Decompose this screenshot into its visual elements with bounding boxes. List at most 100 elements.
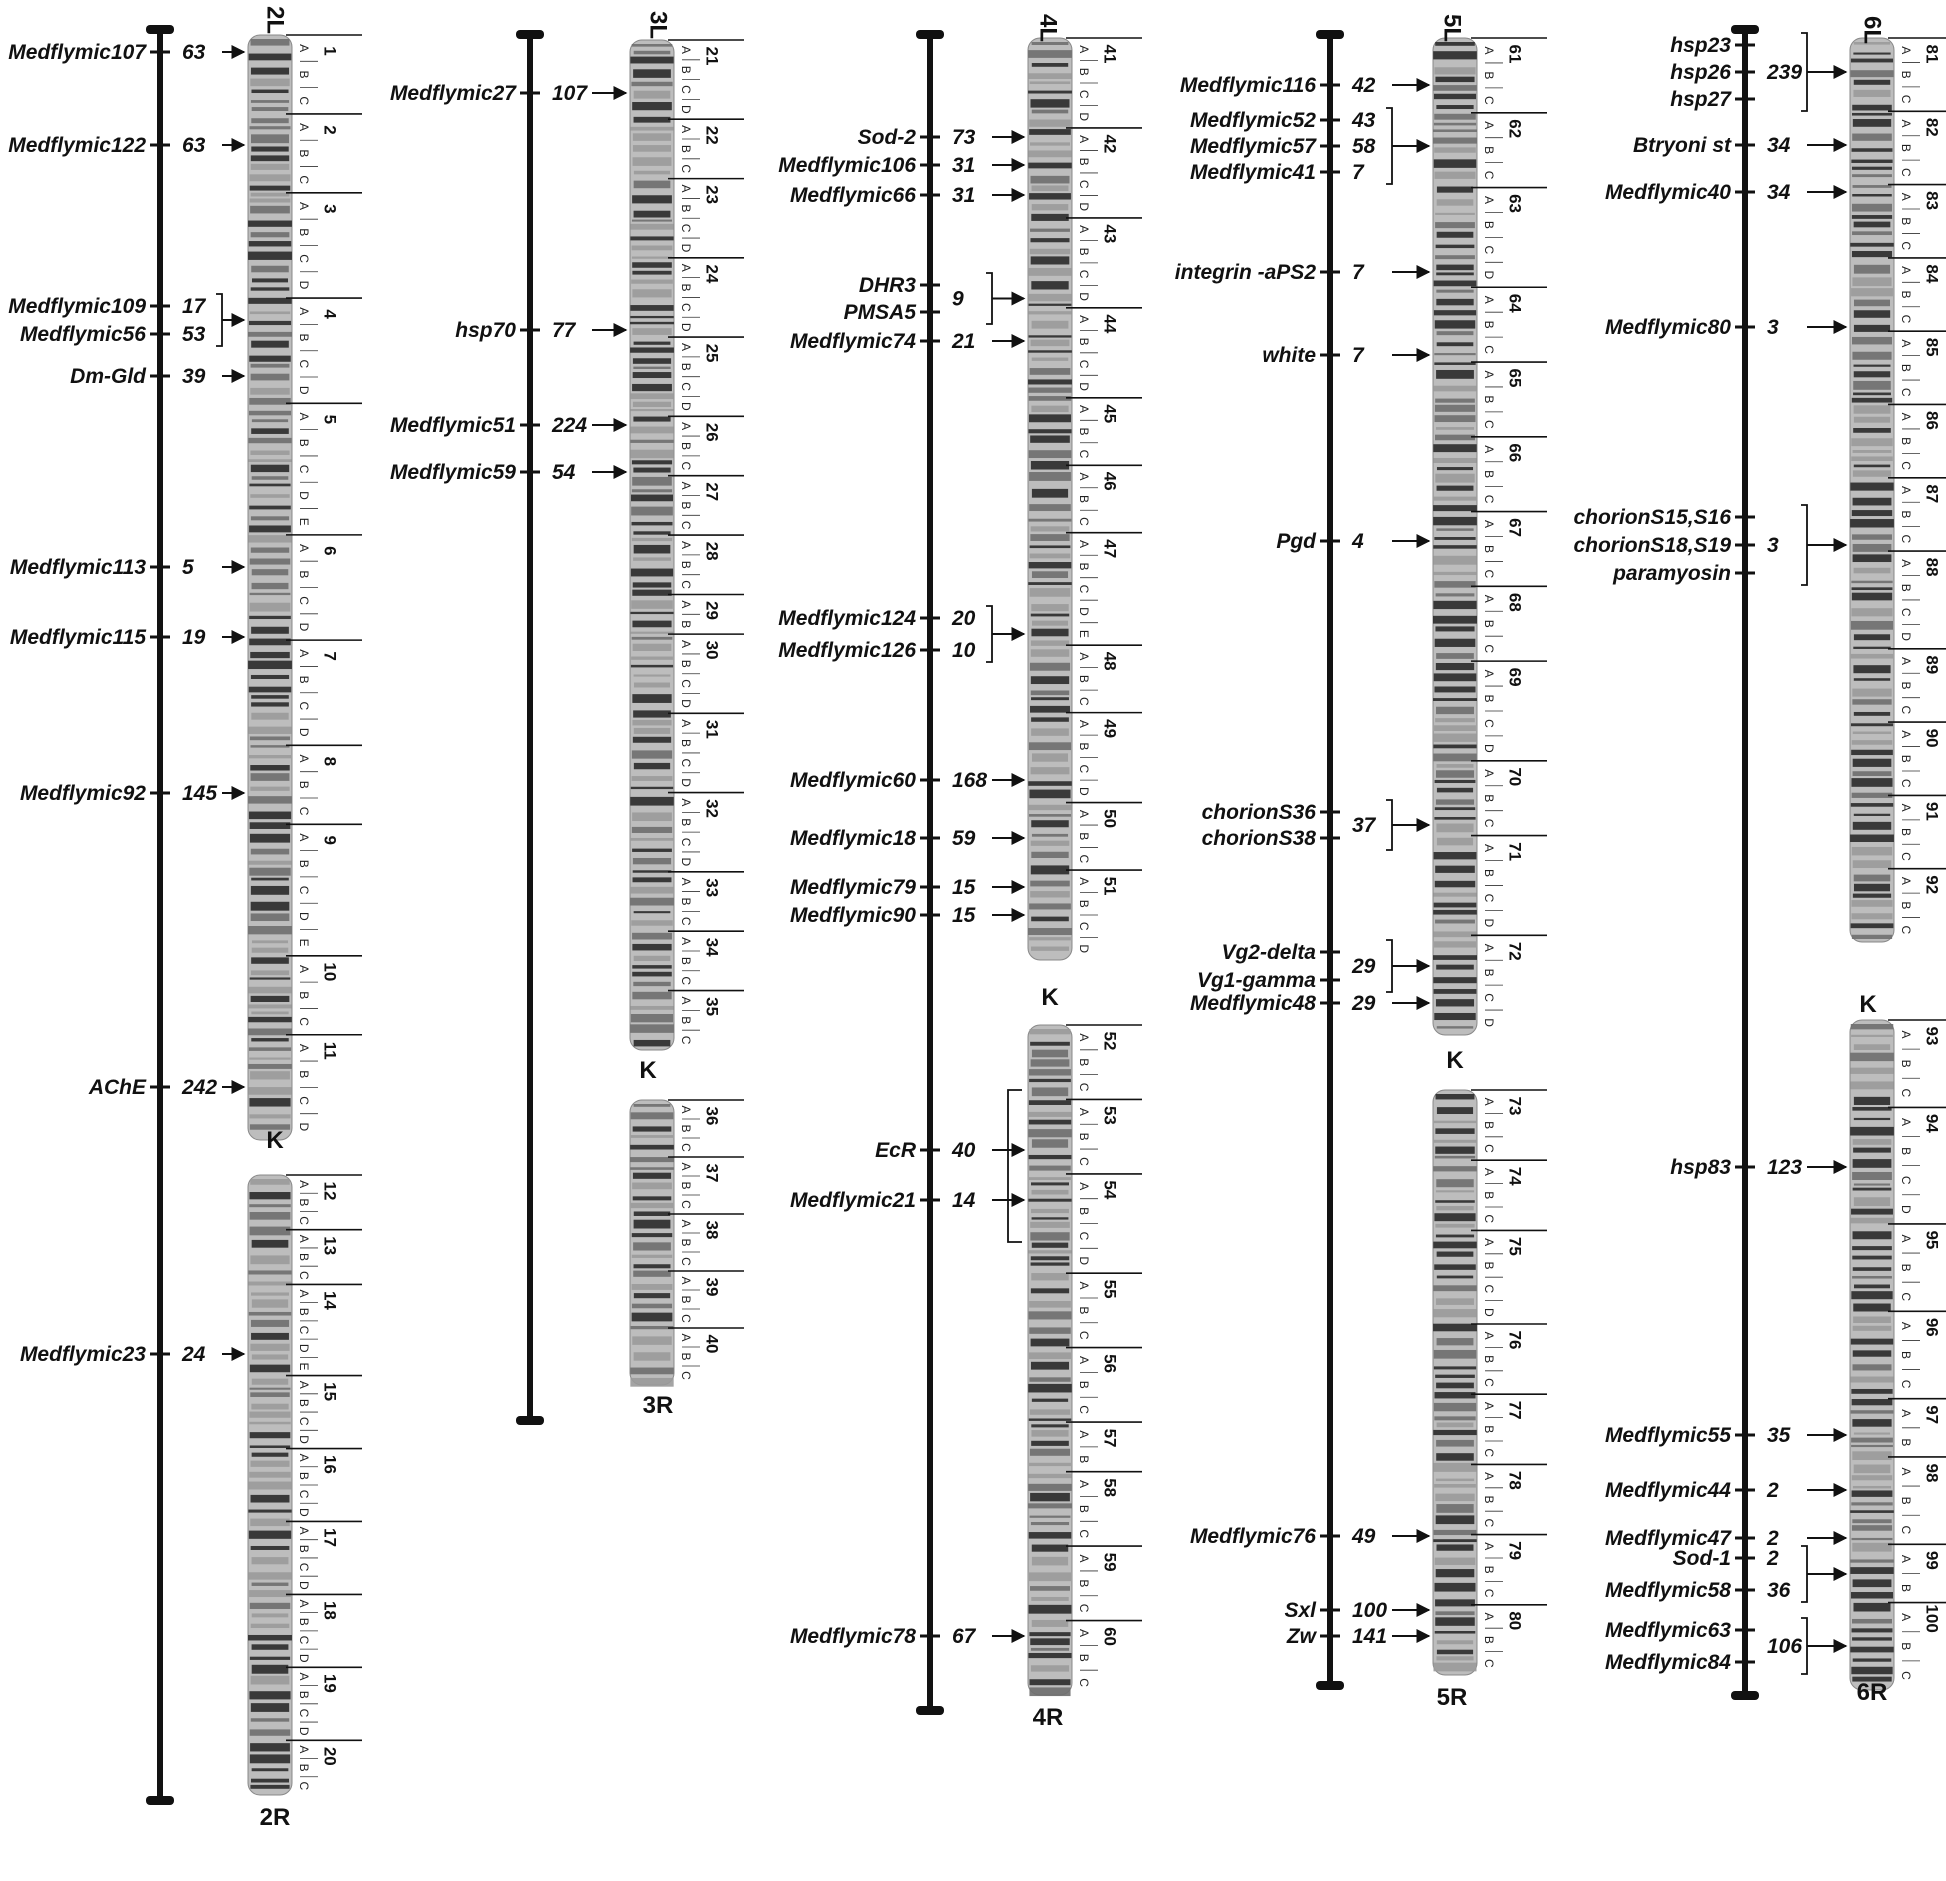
subdivision-label: B: [1077, 1133, 1091, 1141]
subdivision-label: A: [679, 1162, 693, 1170]
subdivision-label: C: [679, 759, 693, 768]
subdivision-label: A: [1482, 1168, 1496, 1176]
marker-name: Medflymic113: [10, 556, 146, 579]
marker-count: 24: [181, 1343, 206, 1366]
marker-bracket: [1386, 939, 1393, 993]
arm-label-right: 6R: [1857, 1679, 1888, 1706]
marker-count: 145: [182, 782, 217, 805]
marker-name: Medflymic115: [10, 626, 146, 649]
marker-name: Medflymic66: [790, 184, 916, 207]
subdivision-label: C: [1482, 1519, 1496, 1528]
marker-name: hsp26: [1670, 61, 1731, 84]
subdivision-label: A: [679, 878, 693, 886]
marker-name: Medflymic56: [20, 323, 146, 346]
marker-name: Medflymic23: [20, 1343, 146, 1366]
subdivision-label: A: [1077, 652, 1091, 660]
marker-name: Medflymic78: [790, 1625, 916, 1648]
marker-count: 29: [1351, 992, 1376, 1015]
subdivision-label: B: [1899, 755, 1913, 763]
division-number: 95: [1923, 1230, 1942, 1249]
arm-label-left: 6L: [1859, 16, 1886, 44]
marker-group: Medflymic90 15: [790, 904, 1026, 927]
division-number: 14: [321, 1291, 340, 1310]
subdivision-label: A: [679, 937, 693, 945]
division-number: 25: [703, 344, 722, 363]
subdivision-label: A: [679, 719, 693, 727]
subdivision-label: A: [1899, 1555, 1913, 1563]
subdivision-label: A: [1482, 1612, 1496, 1620]
subdivision-label: C: [1482, 570, 1496, 579]
subdivision-label: C: [297, 596, 311, 605]
subdivision-label: D: [1482, 1308, 1496, 1317]
subdivision-label: B: [1077, 900, 1091, 908]
division-number: 12: [321, 1182, 340, 1201]
subdivision-label: B: [1899, 1060, 1913, 1068]
marker-group: chorionS36 chorionS38 37: [1202, 799, 1431, 851]
subdivision-label: C: [679, 580, 693, 589]
subdivision-label: B: [1077, 832, 1091, 840]
marker-name: Medflymic60: [790, 769, 916, 792]
marker-group: Medflymic59 54: [390, 461, 628, 484]
chromosome-arm-image: A B C 81 A B C 82 A B C 83 A B C 84 A B C 85 A B C 86 A B C 87 A B C D 8…: [1849, 37, 1946, 943]
division-number: 26: [703, 423, 722, 442]
marker-group: white 7: [1262, 344, 1431, 367]
division-number: 81: [1923, 45, 1942, 64]
marker-name: integrin -aPS2: [1175, 261, 1317, 284]
marker-name: Medflymic55: [1605, 1424, 1731, 1447]
subdivision-label: C: [679, 1314, 693, 1323]
subdivision-label: B: [1899, 71, 1913, 79]
marker-group: Medflymic78 67: [790, 1625, 1026, 1648]
division-number: 29: [703, 601, 722, 620]
subdivision-label: C: [1482, 1589, 1496, 1598]
subdivision-label: B: [679, 660, 693, 668]
division-number: 75: [1506, 1237, 1525, 1256]
subdivision-label: A: [1482, 46, 1496, 54]
marker-count: 2: [1766, 1479, 1779, 1502]
subdivision-label: D: [1482, 1018, 1496, 1027]
axis-bottom-cap: [1731, 1691, 1759, 1700]
subdivision-label: A: [1899, 1118, 1913, 1126]
subdivision-label: A: [1077, 1356, 1091, 1364]
division-number: 52: [1101, 1032, 1120, 1051]
subdivision-label: A: [1482, 844, 1496, 852]
subdivision-label: C: [1899, 1525, 1913, 1534]
subdivision-label: B: [1899, 1438, 1913, 1446]
marker-count: 58: [1352, 135, 1376, 158]
subdivision-label: A: [1077, 1480, 1091, 1488]
division-number: 49: [1101, 719, 1120, 738]
marker-count: 100: [1352, 1599, 1387, 1622]
marker-name: Vg2-delta: [1221, 941, 1316, 964]
subdivision-label: C: [1899, 1380, 1913, 1389]
subdivision-label: A: [1077, 473, 1091, 481]
centromere-label: K: [1446, 1047, 1464, 1074]
division-number: 48: [1101, 652, 1120, 671]
subdivision-label: C: [1077, 1083, 1091, 1092]
marker-group: Medflymic63 Medflymic84 106: [1605, 1617, 1848, 1675]
subdivision-label: B: [1482, 321, 1496, 329]
marker-group: Sxl 100: [1284, 1599, 1431, 1622]
subdivision-label: C: [297, 1636, 311, 1645]
division-number: 80: [1506, 1611, 1525, 1630]
subdivision-label: B: [1899, 1264, 1913, 1272]
subdivision-label: C: [1077, 1678, 1091, 1687]
axis-top-cap: [146, 25, 174, 34]
marker-count: 67: [952, 1625, 977, 1648]
axis-top-cap: [1731, 25, 1759, 34]
subdivision-label: C: [1482, 819, 1496, 828]
subdivision-label: A: [1077, 877, 1091, 885]
marker-name: Medflymic47: [1605, 1527, 1732, 1550]
subdivision-label: A: [1482, 121, 1496, 129]
subdivision-label: B: [1899, 1147, 1913, 1155]
subdivision-label: A: [1482, 1238, 1496, 1246]
marker-group: Medflymic48 29: [1190, 992, 1431, 1015]
subdivision-label: A: [1482, 196, 1496, 204]
marker-name: Medflymic76: [1190, 1525, 1316, 1548]
chromosome-arm-image: A B C 52 A B C 53 A B C D 54 A B C 55 A B C 56 A B 57 A B C 58 A B C 59…: [1027, 1024, 1142, 1697]
subdivision-label: D: [1077, 202, 1091, 211]
marker-group: hsp70 77: [455, 319, 628, 342]
marker-name: Medflymic122: [8, 134, 146, 157]
subdivision-label: B: [1899, 144, 1913, 152]
marker-group: Medflymic47 2: [1605, 1527, 1848, 1550]
subdivision-label: B: [1899, 584, 1913, 592]
subdivision-label: A: [297, 1290, 311, 1298]
